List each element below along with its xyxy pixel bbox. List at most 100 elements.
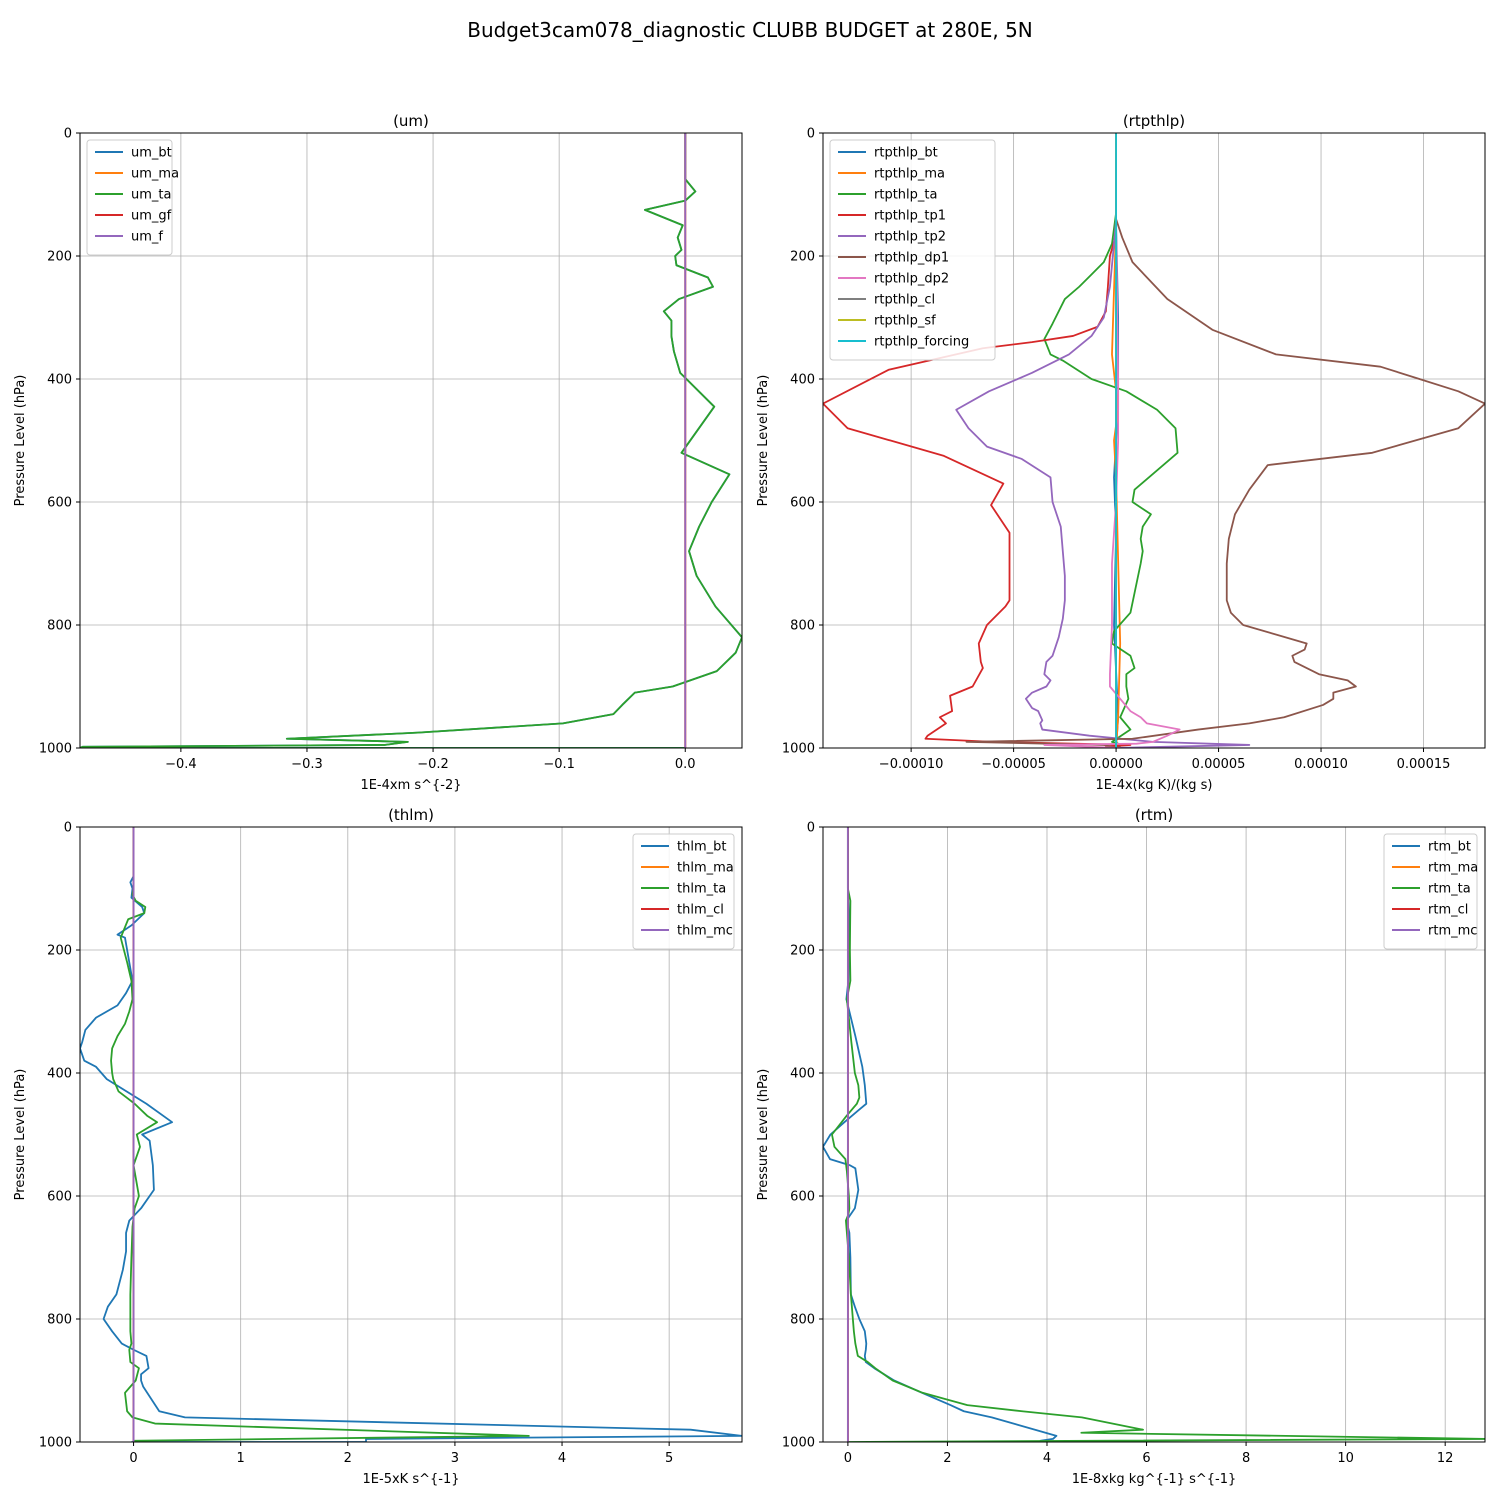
x-tick-label: 0 xyxy=(844,1451,852,1466)
y-tick-label: 600 xyxy=(790,496,815,511)
x-tick-label: 4 xyxy=(1043,1451,1051,1466)
legend-entry-rtm-bt: rtm_bt xyxy=(1428,840,1471,855)
legend-entry-thlm-ma: thlm_ma xyxy=(677,861,734,876)
y-tick-label: 800 xyxy=(47,619,72,634)
legend-entry-thlm-bt: thlm_bt xyxy=(677,840,726,855)
legend: rtm_bt rtm_ma rtm_ta rtm_cl rtm_mc xyxy=(1383,833,1478,950)
series-line-rtpthlp-dp1 xyxy=(965,133,1485,748)
legend-box xyxy=(86,139,173,256)
series-line-thlm-ta xyxy=(110,827,530,1442)
x-tick-label: 12 xyxy=(1437,1451,1454,1466)
y-tick-label: 0 xyxy=(64,127,72,142)
y-tick-label: 1000 xyxy=(39,742,72,757)
legend-entry-thlm-ta: thlm_ta xyxy=(677,882,726,897)
x-axis-label: 1E-4x(kg K)/(kg s) xyxy=(1096,778,1213,793)
panel-rtpthlp: −0.00010 −0.00005 0.00000 0.00005 0.00010 0.0… xyxy=(756,112,1486,793)
chart-panels: −0.4 −0.3 −0.2 −0.1 0.002004006008001000(um)… xyxy=(13,112,1486,1487)
plot-frame xyxy=(79,132,743,749)
legend-entry-thlm-mc: thlm_mc xyxy=(677,924,733,939)
y-tick-label: 0 xyxy=(64,821,72,836)
panel-title: (thlm) xyxy=(388,806,434,824)
y-tick-label: 200 xyxy=(47,250,72,265)
x-tick-label: 2 xyxy=(344,1451,352,1466)
y-tick-label: 0 xyxy=(807,127,815,142)
x-tick-label: 10 xyxy=(1337,1451,1354,1466)
y-tick-label: 800 xyxy=(47,1313,72,1328)
y-tick-label: 800 xyxy=(790,1313,815,1328)
x-tick-label: 0.00000 xyxy=(1089,757,1143,772)
legend: rtpthlp_bt rtpthlp_ma rtpthlp_ta rtpthlp_tp… xyxy=(829,139,996,361)
series-line-rtpthlp-tp1 xyxy=(823,133,1132,748)
panel-rtm: 0 2 4 6 8 10 12 0 200 400 600 800 1000 (rtm) 1E-8xkg k… xyxy=(756,806,1486,1487)
y-tick-label: 400 xyxy=(790,1067,815,1082)
x-tick-label: −0.00005 xyxy=(981,757,1046,772)
figure-suptitle: Budget3cam078_diagnostic CLUBB BUDGET at… xyxy=(467,18,1033,42)
y-tick-label: 200 xyxy=(790,250,815,265)
x-tick-label: 3 xyxy=(451,1451,459,1466)
x-tick-label: 0.00005 xyxy=(1192,757,1246,772)
y-tick-label: 600 xyxy=(790,1190,815,1205)
y-tick-label: 600 xyxy=(47,496,72,511)
y-axis-label: Pressure Level (hPa) xyxy=(13,375,28,507)
x-tick-label: 1 xyxy=(237,1451,245,1466)
y-axis-label: Pressure Level (hPa) xyxy=(13,1069,28,1201)
y-tick-label: 0 xyxy=(807,821,815,836)
x-tick-label: −0.4 xyxy=(165,757,197,772)
y-tick-label: 200 xyxy=(47,944,72,959)
plot-frame xyxy=(79,826,743,1443)
series-group xyxy=(823,133,1485,748)
panel-title: (rtm) xyxy=(1135,806,1173,824)
x-axis-label: 1E-4xm s^{-2} xyxy=(360,778,461,793)
x-axis-label: 1E-8xkg kg^{-1} s^{-1} xyxy=(1072,1472,1237,1487)
series-group xyxy=(80,133,742,748)
x-tick-label: 6 xyxy=(1142,1451,1150,1466)
series-line-um-bt xyxy=(80,133,742,748)
x-tick-label: 0.00010 xyxy=(1294,757,1348,772)
y-tick-label: 600 xyxy=(47,1190,72,1205)
x-tick-label: −0.00010 xyxy=(879,757,944,772)
y-tick-label: 800 xyxy=(790,619,815,634)
x-tick-label: 5 xyxy=(665,1451,673,1466)
series-line-rtpthlp-ma xyxy=(1111,133,1122,748)
legend-entry-um-bt: um_bt xyxy=(131,146,172,161)
legend-entry-rtpthlp-dp1: rtpthlp_dp1 xyxy=(874,251,949,266)
series-group xyxy=(80,827,742,1442)
plot-frame xyxy=(822,132,1486,749)
panel-title: (rtpthlp) xyxy=(1123,112,1185,130)
y-tick-label: 400 xyxy=(47,373,72,388)
y-tick-label: 1000 xyxy=(39,1436,72,1451)
legend-entry-um-ma: um_ma xyxy=(131,167,179,182)
x-tick-label: 0.0 xyxy=(675,757,696,772)
legend-entry-rtpthlp-tp1: rtpthlp_tp1 xyxy=(874,209,946,224)
legend-entry-rtm-ma: rtm_ma xyxy=(1428,861,1478,876)
y-axis-label: Pressure Level (hPa) xyxy=(756,1069,771,1201)
y-tick-label: 200 xyxy=(790,944,815,959)
x-tick-label: −0.1 xyxy=(543,757,575,772)
legend-entry-thlm-cl: thlm_cl xyxy=(677,903,724,918)
y-tick-label: 400 xyxy=(790,373,815,388)
series-line-um-ta xyxy=(80,133,742,748)
x-axis-label: 1E-5xK s^{-1} xyxy=(363,1472,460,1487)
series-line-rtm-bt xyxy=(823,827,1058,1442)
legend-entry-rtpthlp-forcing: rtpthlp_forcing xyxy=(874,335,969,350)
y-axis-label: Pressure Level (hPa) xyxy=(756,375,771,507)
legend-entry-um-ta: um_ta xyxy=(131,188,171,203)
y-tick-label: 1000 xyxy=(782,742,815,757)
legend-box xyxy=(1383,833,1478,950)
x-tick-label: 8 xyxy=(1242,1451,1250,1466)
panel-thlm: 0 1 2 3 4 5 0 200 400 600 800 1000 (thlm) 1E-5xK s^{-… xyxy=(13,806,743,1487)
series-group xyxy=(823,827,1485,1442)
x-tick-label: 0 xyxy=(129,1451,137,1466)
legend-entry-rtpthlp-ta: rtpthlp_ta xyxy=(874,188,937,203)
series-line-rtpthlp-tp2 xyxy=(955,133,1251,748)
legend-entry-rtm-mc: rtm_mc xyxy=(1428,924,1477,939)
x-tick-label: 4 xyxy=(558,1451,566,1466)
legend-box xyxy=(632,833,735,950)
x-tick-label: 0.00015 xyxy=(1397,757,1451,772)
panel-title: (um) xyxy=(393,112,429,130)
legend-entry-um-gf: um_gf xyxy=(131,209,172,224)
legend: thlm_bt thlm_ma thlm_ta thlm_cl thlm_mc xyxy=(632,833,735,950)
panel-um: −0.4 −0.3 −0.2 −0.1 0.0 0 200 400 600 800 1000 (um)… xyxy=(13,112,743,793)
plot-frame xyxy=(822,826,1486,1443)
